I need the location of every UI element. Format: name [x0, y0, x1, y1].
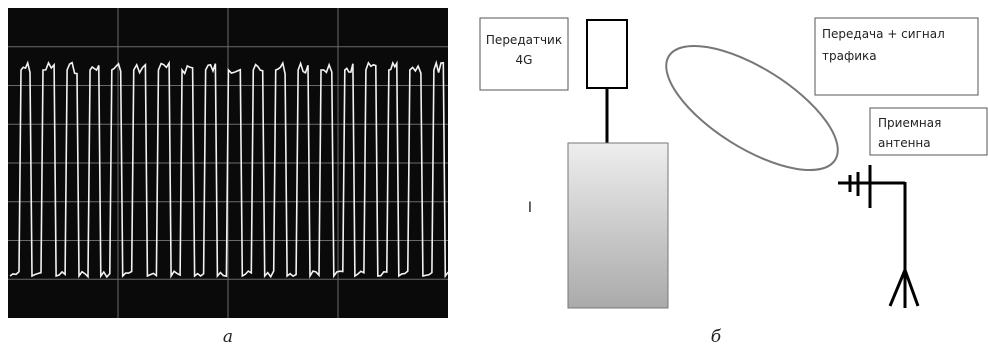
transmitter-unit [587, 20, 627, 88]
label: 4G [516, 53, 533, 67]
label: Передача + сигнал [822, 27, 945, 41]
label: трафика [822, 49, 877, 63]
building [568, 143, 668, 308]
caption: б [711, 327, 722, 347]
caption: а [223, 327, 233, 347]
label: антенна [878, 136, 931, 150]
antenna [838, 165, 918, 308]
label: Приемная [878, 116, 941, 130]
figure: а Передатчик 4G I Передача + сигнал траф… [0, 0, 988, 351]
label: Передатчик [486, 33, 562, 47]
marker: I [528, 200, 532, 216]
